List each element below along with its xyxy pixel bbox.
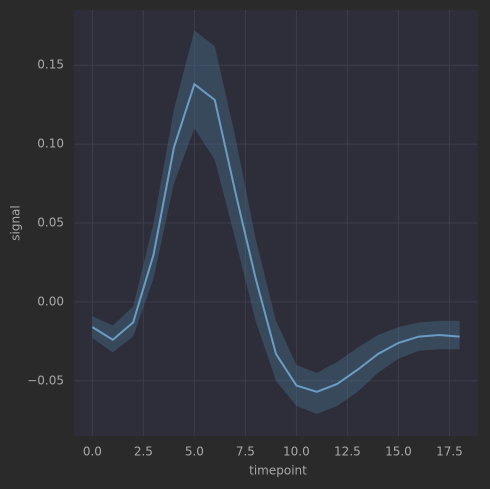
y-tick-label: 0.10 [37,137,64,151]
line [91,82,460,393]
x-tick-label: 7.5 [236,445,255,459]
confidence-band [92,30,460,414]
y-tick-label: 0.15 [37,58,64,72]
x-tick-label: 0.0 [83,445,102,459]
x-tick-label: 12.5 [334,445,361,459]
x-tick-label: 2.5 [134,445,153,459]
y-tick-label: −0.05 [27,373,64,387]
x-tick-label: 17.5 [436,445,463,459]
y-tick-label: 0.00 [37,294,64,308]
x-axis-label: timepoint [249,464,307,478]
y-axis-label: signal [9,205,23,241]
x-tick-label: 15.0 [385,445,412,459]
x-tick-label: 5.0 [185,445,204,459]
y-tick-label: 0.05 [37,216,64,230]
x-tick-label: 10.0 [283,445,310,459]
